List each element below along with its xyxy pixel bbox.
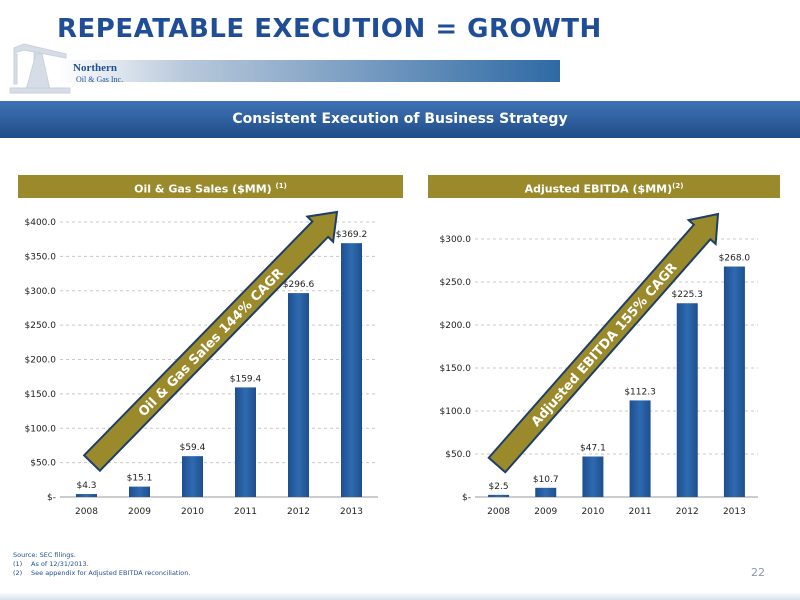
pumpjack-icon: [9, 43, 71, 94]
ebitda-data-label-2011: $112.3: [624, 387, 656, 397]
sales-cagr-label: Oil & Gas Sales 144% CAGR: [136, 266, 287, 420]
sales-data-label-2012: $296.6: [283, 280, 315, 290]
page-title: REPEATABLE EXECUTION = GROWTH: [57, 14, 602, 44]
ebitda-bar-2010: [582, 456, 604, 497]
sales-bar-2009: [129, 486, 150, 497]
sales-bar-2011: [235, 387, 256, 497]
ebitda-bar-2009: [535, 487, 557, 497]
chart-header-ebitda-footnote: (2): [672, 182, 684, 190]
sales-xtick-label: 2010: [181, 507, 204, 517]
footnote-2-number: (2): [13, 569, 23, 577]
ebitda-xtick-label: 2012: [676, 507, 699, 517]
ebitda-data-label-2012: $225.3: [672, 290, 704, 300]
ebitda-ytick-label: $150.0: [440, 364, 472, 374]
ebitda-data-label-2010: $47.1: [580, 443, 606, 453]
ebitda-ytick-label: $300.0: [440, 235, 472, 245]
sales-data-label-2011: $159.4: [230, 374, 262, 384]
sales-cagr-arrow: Oil & Gas Sales 144% CAGR: [82, 210, 339, 473]
footnote-source: Source: SEC filings.: [13, 551, 76, 559]
sales-ytick-label: $150.0: [25, 390, 57, 400]
chart-header-sales-footnote: (1): [275, 182, 287, 190]
sales-bar-2013: [341, 243, 362, 497]
ebitda-ytick-label: $50.0: [445, 450, 471, 460]
sales-ytick-label: $-: [47, 493, 56, 503]
company-logo: [9, 43, 71, 94]
ebitda-bar-2011: [629, 400, 651, 497]
sales-bar-2008: [76, 494, 97, 497]
ebitda-data-label-2013: $268.0: [719, 254, 751, 264]
ebitda-ytick-label: $100.0: [440, 407, 472, 417]
ebitda-xtick-label: 2008: [487, 507, 510, 517]
ebitda-cagr-label: Adjusted EBITDA 155% CAGR: [529, 260, 681, 429]
ebitda-bar-2012: [676, 303, 698, 497]
chart-header-sales-label: Oil & Gas Sales ($MM): [134, 182, 276, 196]
sales-bar-2012: [288, 293, 309, 497]
ebitda-bar-2013: [723, 266, 745, 497]
sales-arrow-shape: [82, 210, 339, 473]
footnote-1: As of 12/31/2013.: [31, 560, 89, 568]
sales-ytick-label: $400.0: [25, 218, 57, 228]
logo-text-oil-gas: Oil & Gas Inc.: [76, 75, 124, 84]
sales-ytick-label: $200.0: [25, 356, 57, 366]
chart-header-ebitda: Adjusted EBITDA ($MM)(2): [428, 175, 780, 198]
ebitda-xtick-label: 2010: [581, 507, 604, 517]
ebitda-bar-chart: $- $50.0 $100.0 $150.0 $200.0 $250.0 $300.0 $2.…: [440, 212, 758, 517]
title-underline-bar: [58, 60, 560, 82]
banner-title: Consistent Execution of Business Strateg…: [232, 111, 568, 127]
ebitda-ytick-label: $250.0: [440, 278, 472, 288]
sales-xtick-label: 2013: [340, 507, 363, 517]
ebitda-data-label-2008: $2.5: [489, 482, 509, 492]
chart-header-sales: Oil & Gas Sales ($MM) (1): [18, 175, 403, 198]
sales-ytick-label: $100.0: [25, 424, 57, 434]
ebitda-bar-2008: [488, 494, 510, 497]
sales-ytick-label: $50.0: [30, 459, 56, 469]
sales-ytick-label: $250.0: [25, 321, 57, 331]
sales-ytick-label: $300.0: [25, 287, 57, 297]
logo-text-northern: Northern: [73, 62, 117, 74]
sales-ytick-label: $350.0: [25, 252, 57, 262]
footnote-2: See appendix for Adjusted EBITDA reconci…: [31, 569, 191, 577]
section-banner: Consistent Execution of Business Strateg…: [0, 101, 800, 138]
page-number: 22: [751, 566, 765, 579]
ebitda-ytick-label: $-: [462, 493, 471, 503]
ebitda-arrow-shape: [487, 212, 720, 474]
sales-bar-chart: $- $50.0 $100.0 $150.0 $200.0 $250.0 $300.0 $35…: [25, 210, 378, 517]
ebitda-ytick-label: $200.0: [440, 321, 472, 331]
sales-data-label-2010: $59.4: [180, 443, 206, 453]
sales-xtick-label: 2011: [234, 507, 257, 517]
bottom-decoration: [0, 592, 800, 600]
ebitda-data-label-2009: $10.7: [533, 475, 559, 485]
ebitda-xtick-label: 2013: [723, 507, 746, 517]
sales-xtick-label: 2012: [287, 507, 310, 517]
footnotes: Source: SEC filings. (1) As of 12/31/2013…: [13, 551, 190, 578]
sales-data-label-2008: $4.3: [76, 481, 96, 491]
sales-data-label-2013: $369.2: [336, 230, 368, 240]
chart-header-ebitda-label: Adjusted EBITDA ($MM): [524, 182, 673, 196]
sales-xtick-label: 2008: [75, 507, 98, 517]
ebitda-xtick-label: 2009: [534, 507, 557, 517]
footnote-1-number: (1): [13, 560, 23, 568]
sales-bar-2010: [182, 456, 203, 497]
sales-data-label-2009: $15.1: [127, 474, 153, 484]
ebitda-xtick-label: 2011: [629, 507, 652, 517]
sales-xtick-label: 2009: [128, 507, 151, 517]
